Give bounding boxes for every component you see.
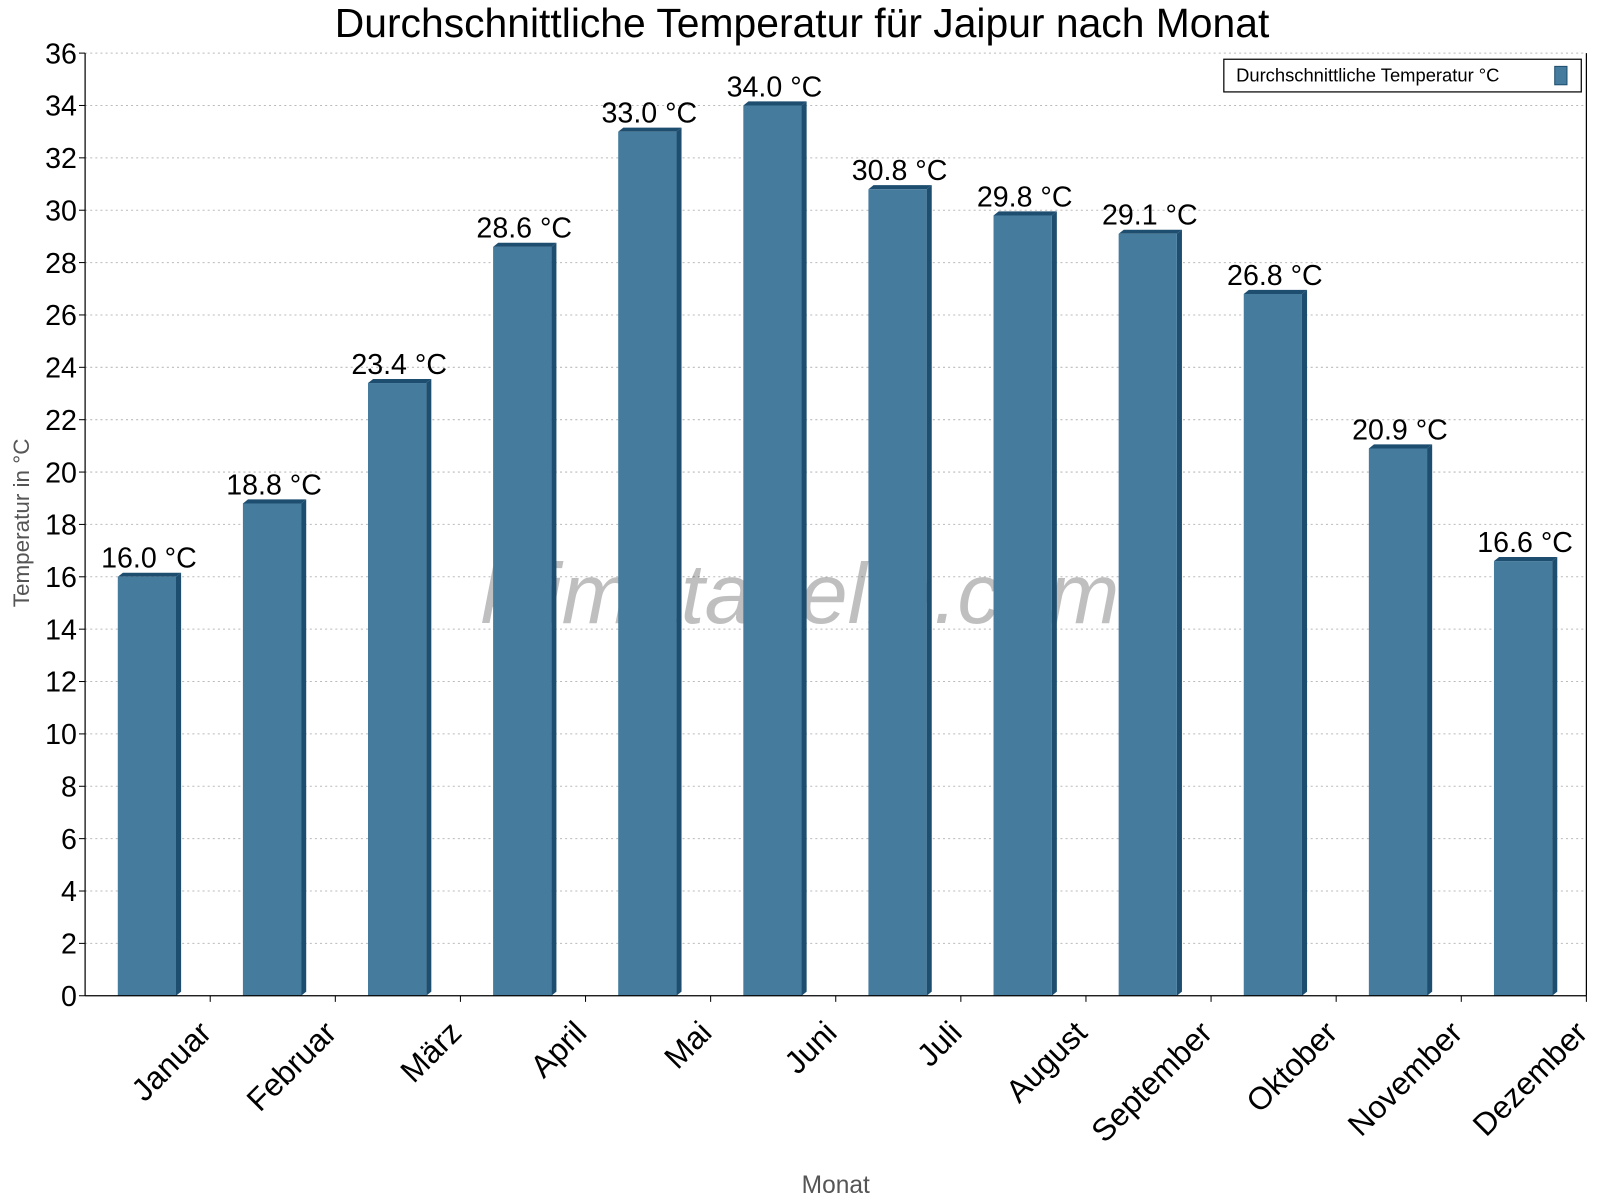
- data-label: 16.6 °C: [1477, 527, 1573, 559]
- y-tick-label: 6: [61, 824, 77, 856]
- bar-top: [493, 242, 557, 247]
- bar-top: [242, 499, 307, 504]
- bar: [242, 503, 302, 996]
- data-label: 34.0 °C: [727, 71, 823, 103]
- bar-top: [1118, 229, 1182, 234]
- x-tick-label: August: [999, 1014, 1094, 1109]
- y-axis-label: Temperatur in °C: [9, 439, 34, 608]
- bar: [1118, 233, 1177, 996]
- data-label: 33.0 °C: [602, 97, 698, 129]
- y-tick-label: 14: [45, 614, 77, 646]
- bar-side: [551, 242, 557, 996]
- data-label: 23.4 °C: [351, 349, 447, 381]
- bar-side: [676, 127, 682, 996]
- bar-top: [1493, 556, 1558, 562]
- data-label: 29.8 °C: [977, 181, 1073, 213]
- bar-side: [1176, 229, 1182, 996]
- data-label: 26.8 °C: [1227, 260, 1323, 292]
- y-tick-label: 12: [45, 667, 77, 699]
- y-tick-label: 4: [61, 876, 77, 908]
- bar-side: [801, 101, 807, 996]
- bar: [1243, 294, 1302, 996]
- y-tick-label: 32: [45, 143, 77, 175]
- bar: [993, 215, 1052, 996]
- x-tick-label: Mai: [657, 1014, 719, 1076]
- x-tick-label: Februar: [239, 1014, 343, 1118]
- data-label: 20.9 °C: [1352, 414, 1448, 446]
- y-tick-label: 24: [45, 353, 77, 385]
- y-tick-label: 22: [45, 405, 77, 437]
- bar-top: [618, 127, 682, 132]
- legend-label: Durchschnittliche Temperatur °C: [1236, 65, 1499, 86]
- x-tick-label: Dezember: [1466, 1014, 1595, 1143]
- x-tick-label: März: [393, 1014, 468, 1089]
- bar-top: [1243, 289, 1308, 295]
- bar-top: [117, 572, 182, 577]
- bar: [368, 383, 427, 996]
- legend: Durchschnittliche Temperatur °C: [1223, 58, 1582, 93]
- bar-side: [1552, 556, 1558, 996]
- bar-top: [368, 378, 432, 384]
- bar-side: [1051, 211, 1057, 996]
- bar: [868, 189, 927, 996]
- chart-title: Durchschnittliche Temperatur für Jaipur …: [335, 0, 1270, 46]
- bar-top: [743, 101, 807, 106]
- bar-top: [868, 185, 932, 190]
- y-tick-label: 30: [45, 195, 77, 227]
- bar-side: [176, 572, 182, 996]
- bar-top: [1368, 444, 1433, 449]
- legend-swatch: [1554, 65, 1568, 86]
- y-tick-label: 10: [45, 719, 77, 751]
- y-tick-label: 2: [61, 929, 77, 961]
- y-tick-label: 8: [61, 771, 77, 803]
- bar-side: [1427, 444, 1433, 996]
- bar: [1493, 561, 1553, 996]
- data-label: 16.0 °C: [101, 543, 197, 575]
- data-label: 30.8 °C: [852, 155, 948, 187]
- y-tick-label: 18: [45, 510, 77, 542]
- bar: [1368, 448, 1428, 996]
- x-tick-label: Juni: [777, 1014, 844, 1081]
- x-tick-label: April: [523, 1014, 593, 1084]
- x-tick-label: Oktober: [1239, 1014, 1344, 1119]
- x-tick-label: September: [1084, 1014, 1219, 1149]
- bar: [117, 576, 176, 996]
- y-tick-label: 26: [45, 300, 77, 332]
- bar-side: [301, 499, 307, 996]
- bar-side: [426, 378, 432, 996]
- y-tick-label: 36: [45, 38, 77, 70]
- data-label: 18.8 °C: [226, 469, 322, 501]
- bar: [743, 105, 802, 996]
- y-tick-label: 0: [61, 981, 77, 1013]
- data-label: 29.1 °C: [1102, 200, 1198, 232]
- y-tick-label: 28: [45, 248, 77, 280]
- y-tick-label: 20: [45, 457, 77, 489]
- x-tick-label: Juli: [910, 1014, 969, 1073]
- x-tick-label: November: [1340, 1014, 1469, 1143]
- bar: [493, 246, 552, 996]
- bar: [618, 131, 677, 996]
- data-label: 28.6 °C: [476, 213, 572, 245]
- bar-side: [1301, 289, 1308, 996]
- x-tick-label: Januar: [124, 1014, 218, 1108]
- y-tick-label: 16: [45, 562, 77, 594]
- x-axis-label: Monat: [802, 1172, 870, 1199]
- bar-side: [926, 185, 932, 996]
- y-tick-label: 34: [45, 91, 77, 123]
- bar-top: [993, 211, 1057, 216]
